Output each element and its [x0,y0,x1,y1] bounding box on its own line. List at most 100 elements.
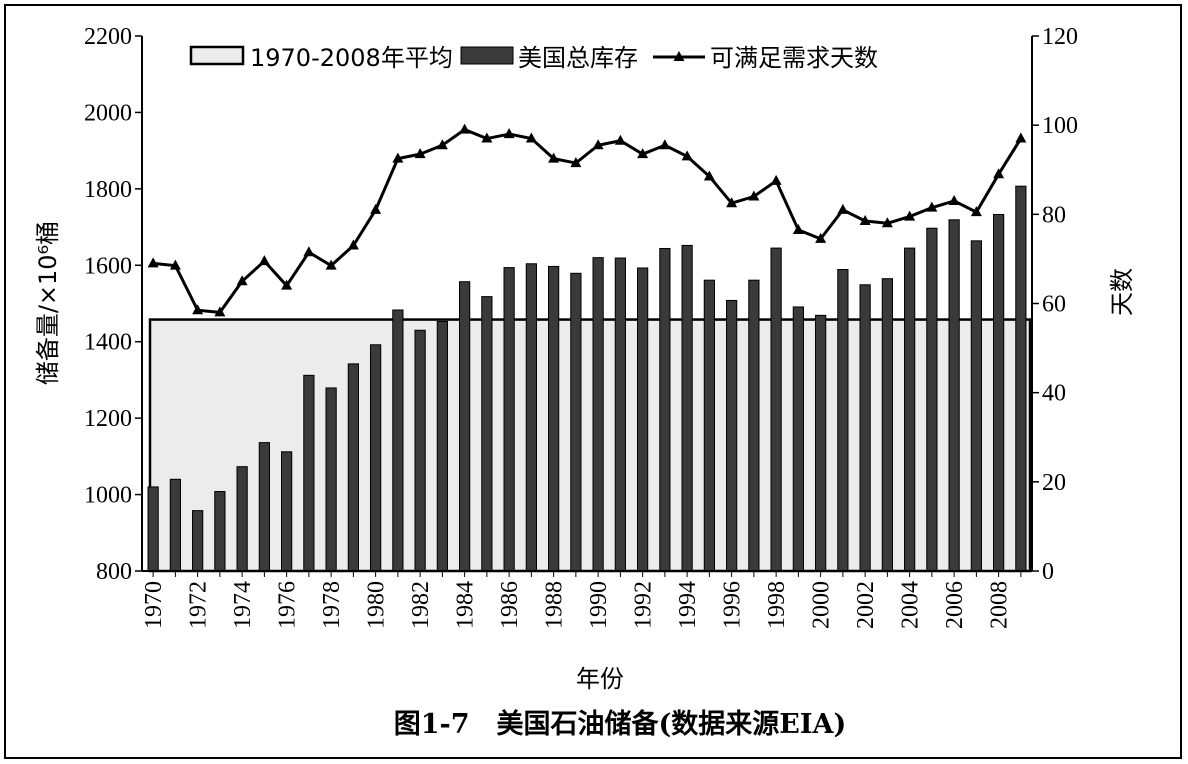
inventory-bar [303,374,315,572]
days-marker [815,232,827,243]
days-marker [525,132,537,143]
days-marker [303,246,315,257]
inventory-bar [570,272,582,572]
days-marker [570,157,582,168]
days-marker [370,203,382,214]
x-tick-label: 2006 [942,581,968,629]
x-tick-label: 1978 [319,581,345,629]
left-y-tick-label: 800 [96,559,132,585]
legend-label-inventory: 美国总库存 [518,44,638,72]
inventory-bar [614,257,626,572]
inventory-bar [592,257,604,572]
left-y-tick-label: 1800 [84,177,132,203]
days-marker [659,139,671,150]
right-y-tick-label: 100 [1042,113,1078,139]
days-marker [1015,132,1027,143]
inventory-bar [414,329,426,572]
days-marker [548,152,560,163]
x-tick-label: 1976 [275,581,301,629]
inventory-bar [792,306,804,572]
x-tick-label: 1972 [186,581,212,629]
inventory-bar [459,281,471,572]
days-marker [192,304,204,315]
days-marker [770,174,782,185]
inventory-bar [147,486,159,572]
inventory-bar [258,442,270,572]
inventory-bar [637,267,649,572]
days-marker [481,132,493,143]
x-tick-label: 1974 [230,581,256,629]
x-tick-label: 1992 [631,581,657,629]
legend-label-days: 可满足需求天数 [710,44,878,72]
right-y-tick-label: 120 [1042,24,1078,50]
inventory-bar [970,240,982,572]
inventory-bar [859,284,871,572]
days-marker [993,168,1005,179]
inventory-bar [815,314,827,572]
days-marker [792,223,804,234]
inventory-bar [837,268,849,572]
inventory-bar [347,363,359,572]
days-marker [147,257,159,268]
right-y-tick-label: 80 [1042,202,1066,228]
days-marker [859,215,871,226]
inventory-bar [748,279,760,572]
left-y-tick-label: 1000 [84,483,132,509]
x-tick-label: 1998 [764,581,790,629]
x-tick-label: 2008 [987,581,1013,629]
days-marker [948,194,960,205]
days-marker [970,206,982,217]
inventory-bar [926,227,938,572]
inventory-bar [881,278,893,572]
days-marker [281,279,293,290]
x-tick-label: 1990 [586,581,612,629]
x-tick-label: 1996 [720,581,746,629]
days-marker [881,217,893,228]
x-tick-label: 1994 [675,581,701,629]
days-marker [837,203,849,214]
inventory-bar [192,510,204,572]
inventory-bar [370,344,382,572]
inventory-bar [993,213,1005,572]
days-marker [236,275,248,286]
x-tick-label: 1980 [364,581,390,629]
right-axis-title: 天数 [1108,268,1136,316]
inventory-bar [726,299,738,572]
days-marker [414,148,426,159]
legend-label-average: 1970-2008年平均 [250,44,453,72]
left-y-tick-label: 1400 [84,330,132,356]
left-y-tick-label: 2000 [84,100,132,126]
days-marker [681,150,693,161]
legend-swatch-days-marker [673,51,685,61]
left-axis-title: 储备量/×10⁶桶 [34,221,62,385]
days-marker [392,152,404,163]
inventory-bar [281,451,293,572]
inventory-bar [436,320,448,572]
x-tick-label: 2004 [898,581,924,629]
inventory-bar [948,219,960,572]
days-marker [325,259,337,270]
right-y-tick-label: 0 [1042,559,1054,585]
days-marker [459,123,471,134]
days-marker [904,210,916,221]
x-tick-label: 1982 [408,581,434,629]
inventory-bar [169,478,181,572]
inventory-bar [1015,185,1027,572]
inventory-bar [236,466,248,572]
x-tick-label: 2002 [853,581,879,629]
days-marker [503,128,515,139]
left-y-tick-label: 2200 [84,24,132,50]
days-marker [926,201,938,212]
x-axis-title: 年份 [576,665,624,693]
days-marker [347,239,359,250]
inventory-bar [703,279,715,572]
left-y-tick-label: 1600 [84,253,132,279]
right-y-tick-label: 60 [1042,292,1066,318]
inventory-bar [681,244,693,572]
inventory-bar [481,296,493,572]
days-marker [258,255,270,266]
legend-swatch-average [189,45,245,66]
days-marker [614,134,626,145]
inventory-bar [503,267,515,572]
